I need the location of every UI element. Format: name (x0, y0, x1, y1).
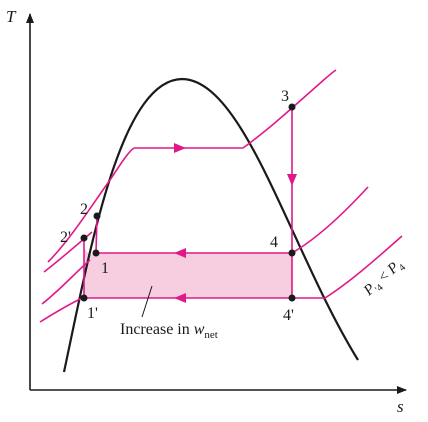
point-1prime-label: 1' (87, 305, 98, 322)
isobar-p4prime-left (39, 297, 83, 323)
point-2prime-dot (80, 234, 88, 242)
isobar-p4prime-right (324, 235, 403, 299)
point-2prime-label: 2' (60, 229, 71, 246)
point-2-dot (93, 212, 101, 220)
isobar-high-left (47, 147, 135, 263)
pressure-relation-label: P'4 < P4 (360, 256, 408, 302)
increase-in-wnet-region (84, 246, 292, 298)
increase-prefix: Increase in (120, 321, 194, 338)
point-2-label: 2 (80, 201, 88, 218)
isobar-p4-right (291, 186, 369, 254)
isobar-lines (39, 69, 403, 323)
point-4prime-label: 4' (283, 307, 294, 324)
point-4-label: 4 (270, 234, 278, 251)
s-axis-label: s (397, 397, 404, 416)
isobar-2prime (43, 231, 93, 273)
arrow-left-icon (174, 293, 186, 303)
point-4-dot (288, 249, 296, 257)
pump-1-2 (95, 215, 98, 254)
arrow-down-icon (287, 174, 297, 186)
pressure-sub: 4 (397, 262, 408, 274)
point-1-dot (92, 249, 100, 257)
state-dots (80, 103, 296, 302)
isobar-p4-left (41, 259, 91, 305)
direction-arrows (174, 143, 297, 303)
t-axis-label: T (6, 7, 17, 26)
arrow-right-icon (174, 143, 186, 153)
point-3-dot (288, 103, 296, 111)
point-4prime-dot (288, 294, 296, 302)
increase-sub: net (204, 329, 217, 341)
increase-leader-line (141, 285, 153, 318)
point-3-label: 3 (281, 88, 289, 105)
isobar-high-right (242, 69, 337, 149)
point-1-label: 1 (101, 260, 109, 277)
arrow-left-icon (174, 248, 186, 258)
point-1prime-dot (80, 294, 88, 302)
increase-in-wnet-label: Increase in wnet (120, 321, 218, 341)
increase-var: w (194, 321, 205, 338)
pressure-op: < (373, 266, 396, 289)
